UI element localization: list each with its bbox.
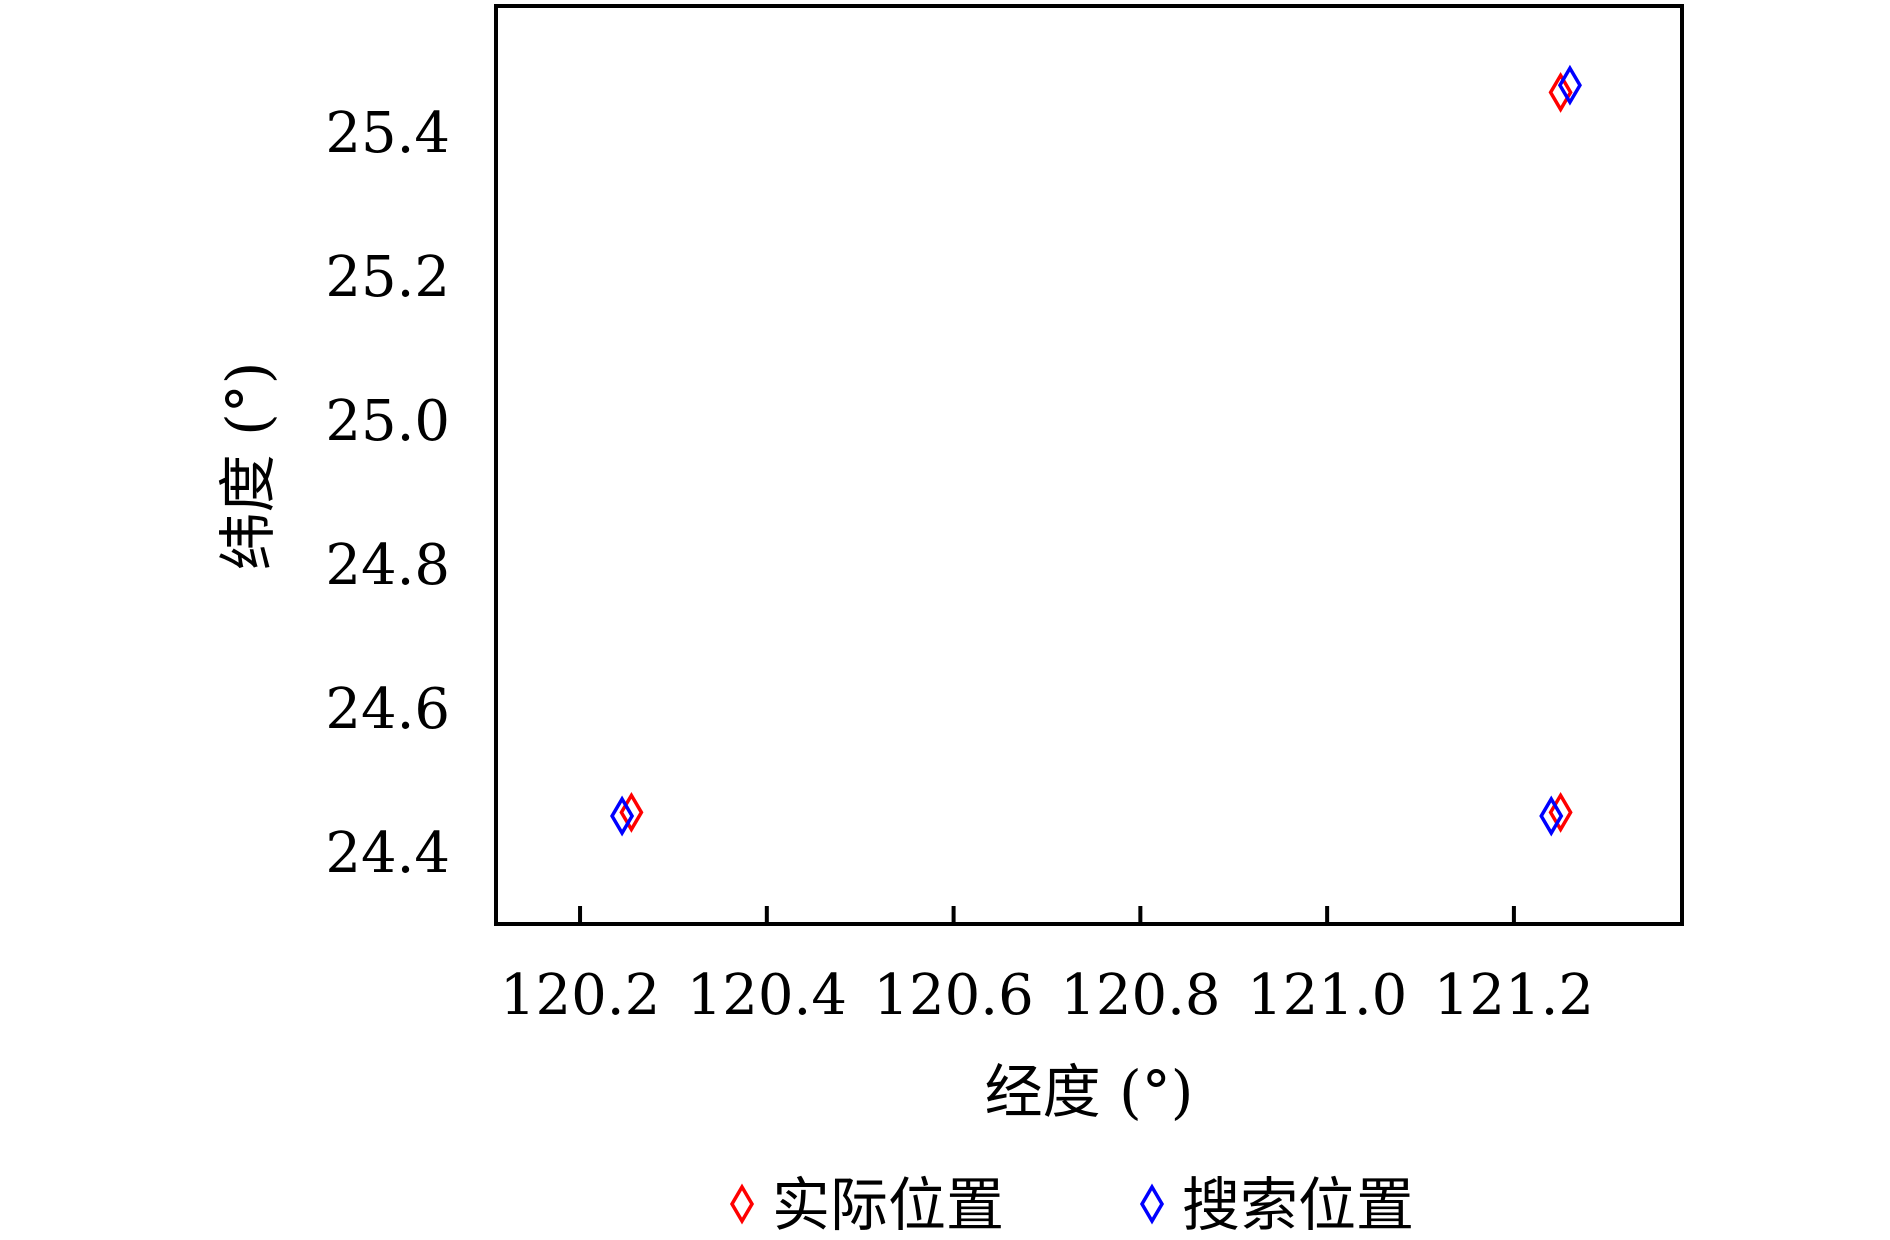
actual-position-point	[1548, 71, 1573, 113]
legend-marker-search	[1139, 1183, 1165, 1225]
legend: 实际位置 搜索位置	[729, 1171, 1414, 1239]
search-position-point	[610, 795, 635, 837]
x-tick-label: 120.8	[1060, 963, 1220, 1028]
y-tick-label: 25.2	[325, 245, 450, 310]
legend-marker-actual	[729, 1183, 755, 1225]
legend-label: 搜索位置	[1182, 1171, 1414, 1239]
x-tick-label: 121.2	[1434, 963, 1594, 1028]
y-tick-label: 24.6	[325, 677, 450, 742]
legend-label: 实际位置	[772, 1171, 1004, 1239]
y-tick-label: 25.4	[325, 101, 450, 166]
x-tick-label: 120.4	[687, 963, 847, 1028]
search-position-point	[1539, 795, 1564, 837]
y-axis-label: 纬度 (°)	[214, 362, 282, 571]
search-position-point	[1557, 64, 1582, 106]
x-tick-label: 121.0	[1247, 963, 1407, 1028]
x-tick-label: 120.2	[500, 963, 660, 1028]
x-tick-label: 120.6	[873, 963, 1033, 1028]
x-axis-label: 经度 (°)	[985, 1058, 1194, 1126]
y-tick-label: 25.0	[325, 389, 450, 454]
y-tick-label: 24.4	[325, 821, 450, 886]
y-tick-label: 24.8	[325, 533, 450, 598]
plot-frame	[494, 4, 1684, 926]
